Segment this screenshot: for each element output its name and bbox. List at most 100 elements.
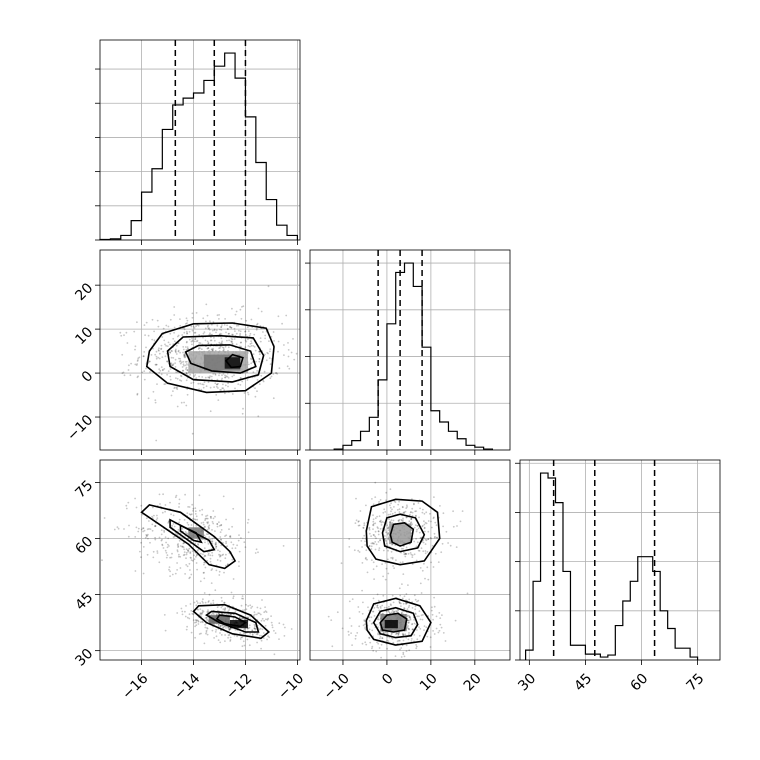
scatter-point: [258, 308, 260, 310]
scatter-point: [183, 402, 185, 404]
scatter-point: [240, 638, 242, 640]
scatter-point: [182, 370, 184, 372]
scatter-point: [194, 558, 196, 560]
scatter-point: [195, 556, 197, 558]
scatter-point: [195, 619, 197, 621]
scatter-point: [219, 571, 221, 573]
scatter-point: [211, 614, 213, 616]
y-tick-label: 60: [72, 534, 96, 558]
scatter-point: [194, 338, 196, 340]
scatter-point: [376, 605, 378, 607]
scatter-point: [167, 538, 169, 540]
scatter-point: [143, 351, 145, 353]
scatter-point: [167, 544, 169, 546]
scatter-point: [247, 522, 249, 524]
scatter-point: [247, 379, 249, 381]
scatter-point: [144, 334, 146, 336]
scatter-point: [279, 367, 281, 369]
scatter-point: [196, 569, 198, 571]
scatter-point: [141, 372, 143, 374]
scatter-point: [254, 387, 256, 389]
scatter-point: [128, 369, 130, 371]
scatter-point: [137, 376, 139, 378]
scatter-point: [238, 540, 240, 542]
scatter-point: [179, 361, 181, 363]
scatter-point: [387, 534, 389, 536]
scatter-point: [168, 326, 170, 328]
scatter-point: [430, 646, 432, 648]
scatter-point: [101, 559, 103, 561]
scatter-point: [232, 339, 234, 341]
scatter-point: [365, 549, 367, 551]
scatter-point: [143, 573, 145, 575]
scatter-point: [232, 508, 234, 510]
scatter-point: [255, 396, 257, 398]
scatter-point: [177, 543, 179, 545]
scatter-point: [439, 617, 441, 619]
scatter-point: [225, 627, 227, 629]
scatter-point: [147, 538, 149, 540]
scatter-point: [191, 524, 193, 526]
scatter-point: [207, 611, 209, 613]
scatter-point: [251, 345, 253, 347]
scatter-point: [187, 346, 189, 348]
scatter-point: [212, 521, 214, 523]
scatter-point: [177, 378, 179, 380]
scatter-point: [254, 624, 256, 626]
scatter-point: [236, 636, 238, 638]
scatter-point: [259, 635, 261, 637]
scatter-point: [221, 529, 223, 531]
scatter-point: [172, 390, 174, 392]
scatter-point: [241, 381, 243, 383]
scatter-point: [182, 366, 184, 368]
scatter-point: [415, 647, 417, 649]
scatter-point: [169, 570, 171, 572]
scatter-point: [456, 525, 458, 527]
scatter-point: [127, 342, 129, 344]
x-tick-label: 30: [515, 671, 539, 695]
scatter-point: [447, 542, 449, 544]
scatter-point: [271, 622, 273, 624]
hist-panel-1: [305, 250, 510, 455]
scatter-point: [156, 515, 158, 517]
scatter-point: [198, 621, 200, 623]
scatter-point: [419, 610, 421, 612]
scatter-point: [195, 513, 197, 515]
scatter-point: [218, 521, 220, 523]
scatter-point: [411, 556, 413, 558]
histogram-step-0: [100, 53, 297, 240]
scatter-point: [139, 357, 141, 359]
scatter-point: [265, 625, 267, 627]
scatter-point: [436, 616, 438, 618]
scatter-point: [231, 308, 233, 310]
scatter-point: [249, 633, 251, 635]
scatter-point: [363, 619, 365, 621]
scatter-point: [441, 614, 443, 616]
scatter-point: [242, 305, 244, 307]
scatter-point: [407, 608, 409, 610]
scatter-point: [167, 522, 169, 524]
scatter-point: [175, 377, 177, 379]
scatter-point: [442, 526, 444, 528]
scatter-point: [176, 353, 178, 355]
scatter-point: [443, 632, 445, 634]
scatter-point: [197, 383, 199, 385]
scatter-point: [248, 519, 250, 521]
scatter-point: [378, 541, 380, 543]
scatter-point: [156, 358, 158, 360]
scatter-point: [268, 636, 270, 638]
scatter-point: [398, 601, 400, 603]
scatter-point: [432, 619, 434, 621]
scatter-point: [194, 622, 196, 624]
scatter-point: [143, 527, 145, 529]
scatter-point: [244, 645, 246, 647]
scatter-point: [418, 528, 420, 530]
y-tick-label: 30: [72, 646, 96, 670]
scatter-point: [315, 358, 317, 360]
scatter-point: [203, 387, 205, 389]
scatter-point: [240, 330, 242, 332]
scatter-point: [198, 342, 200, 344]
scatter-point: [181, 402, 183, 404]
scatter-point: [135, 570, 137, 572]
scatter-point: [373, 534, 375, 536]
